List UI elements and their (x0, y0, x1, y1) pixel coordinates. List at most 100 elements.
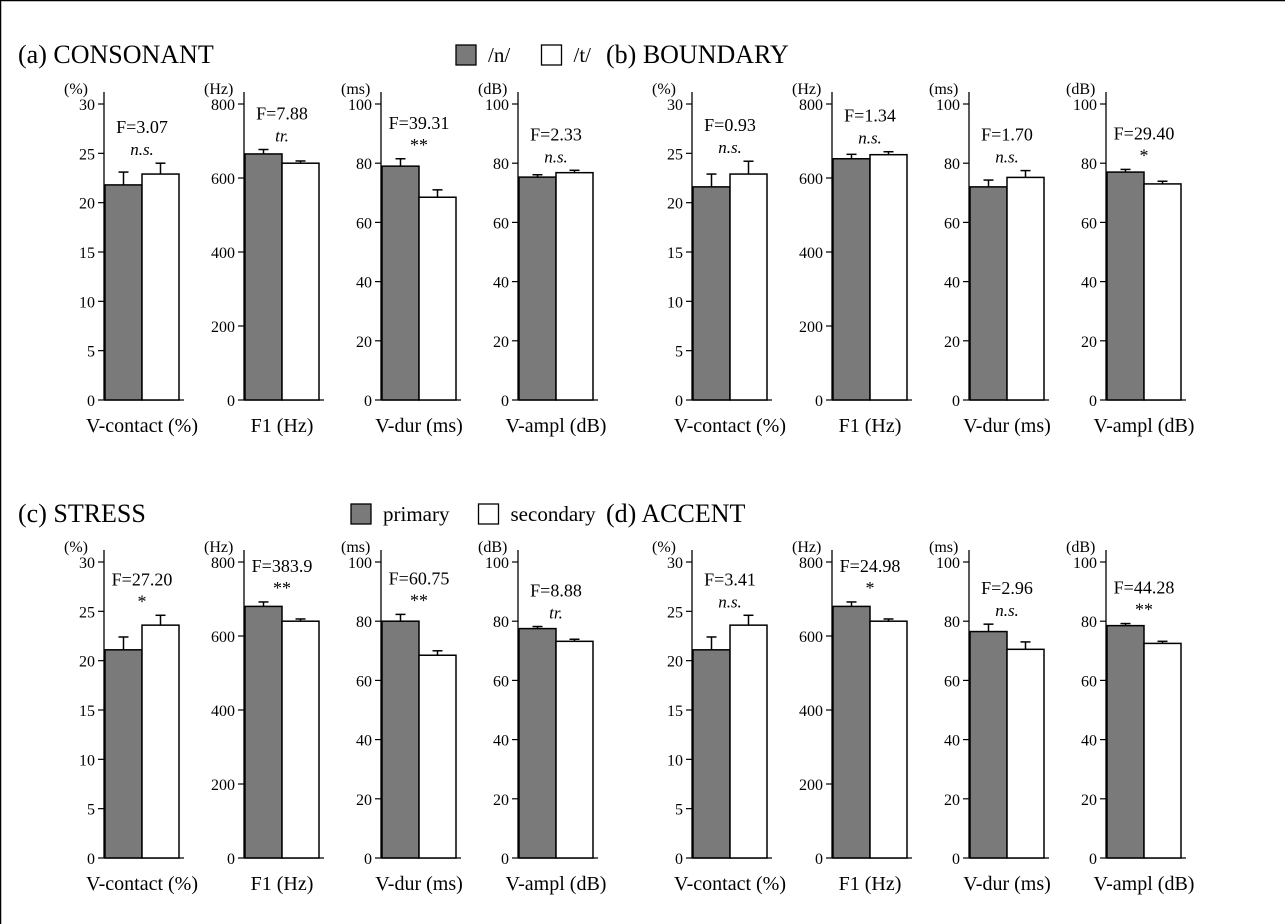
y-unit-label: (Hz) (792, 539, 821, 556)
stat-label: F=2.96 (981, 578, 1033, 598)
y-tick-label: 40 (944, 275, 960, 292)
bar-series-1 (692, 649, 731, 859)
y-unit-label: (Hz) (204, 81, 233, 98)
y-tick-label: 25 (667, 146, 683, 163)
y-tick-label: 800 (211, 97, 235, 114)
legend-label-2: secondary (511, 502, 597, 526)
y-tick-label: 0 (87, 851, 95, 868)
bar-series-2 (281, 162, 320, 401)
y-tick-label: 20 (356, 792, 372, 809)
y-tick-label: 60 (356, 673, 372, 690)
bar-series-2 (1143, 183, 1182, 401)
stat-label: F=24.98 (840, 556, 901, 576)
sig-label: n.s. (995, 601, 1019, 620)
y-unit-label: (dB) (478, 81, 507, 98)
legend-swatch-2 (540, 44, 563, 66)
y-tick-label: 60 (493, 215, 509, 232)
bar-series-1 (244, 605, 283, 859)
x-axis-label: V-ampl (dB) (506, 415, 607, 437)
y-tick-label: 80 (493, 614, 509, 631)
panel-title: (d) ACCENT (606, 499, 746, 528)
stat-label: F=3.07 (116, 117, 168, 137)
panel-title: (a) CONSONANT (18, 40, 214, 69)
y-tick-label: 20 (493, 334, 509, 351)
y-tick-label: 800 (211, 555, 235, 572)
y-tick-label: 80 (944, 156, 960, 173)
bar-series-2 (1143, 642, 1182, 859)
y-tick-label: 15 (667, 245, 683, 262)
bar-series-1 (969, 630, 1008, 859)
sig-label: * (1140, 145, 1149, 165)
y-tick-label: 15 (79, 245, 95, 262)
x-axis-label: F1 (Hz) (251, 415, 314, 437)
bar-series-2 (1006, 648, 1045, 859)
bar-series-2 (141, 173, 180, 401)
sig-label: tr. (275, 127, 289, 146)
y-tick-label: 60 (944, 215, 960, 232)
x-axis-label: V-ampl (dB) (1094, 415, 1195, 437)
y-tick-label: 0 (952, 851, 960, 868)
y-tick-label: 40 (356, 733, 372, 750)
y-tick-label: 25 (79, 604, 95, 621)
y-tick-label: 20 (667, 654, 683, 671)
y-tick-label: 80 (1081, 156, 1097, 173)
y-tick-label: 25 (79, 146, 95, 163)
panel-title: (b) BOUNDARY (606, 40, 789, 69)
sig-label: ** (410, 135, 428, 155)
y-tick-label: 400 (799, 245, 823, 262)
y-unit-label: (dB) (478, 539, 507, 556)
bar-series-2 (418, 654, 457, 859)
y-tick-label: 0 (364, 393, 372, 410)
bar-series-2 (555, 171, 594, 401)
y-tick-label: 400 (211, 703, 235, 720)
stat-label: F=39.31 (389, 113, 450, 133)
bar-series-2 (729, 624, 768, 859)
bar-series-2 (869, 620, 908, 859)
bar-series-2 (418, 196, 457, 401)
sig-label: n.s. (130, 140, 154, 159)
sig-label: n.s. (718, 138, 742, 157)
y-tick-label: 60 (493, 673, 509, 690)
legend-swatch-2 (477, 503, 500, 525)
stat-label: F=3.41 (704, 569, 756, 589)
y-tick-label: 600 (799, 629, 823, 646)
bar-series-1 (518, 176, 557, 401)
y-tick-label: 40 (944, 733, 960, 750)
bar-series-1 (969, 186, 1008, 401)
y-tick-label: 0 (815, 851, 823, 868)
y-tick-label: 10 (79, 752, 95, 769)
x-axis-label: V-dur (ms) (375, 873, 463, 895)
y-tick-label: 100 (348, 97, 372, 114)
panel-title: (c) STRESS (18, 499, 146, 528)
y-tick-label: 20 (1081, 334, 1097, 351)
y-unit-label: (dB) (1066, 81, 1095, 98)
x-axis-label: V-contact (%) (86, 873, 198, 895)
legend-swatch-1 (455, 44, 477, 66)
y-tick-label: 100 (936, 97, 960, 114)
x-axis-label: F1 (Hz) (839, 415, 902, 437)
y-tick-label: 600 (211, 171, 235, 188)
bar-series-1 (832, 158, 871, 401)
y-tick-label: 40 (493, 275, 509, 292)
y-tick-label: 80 (356, 156, 372, 173)
y-tick-label: 15 (667, 703, 683, 720)
sig-label: n.s. (995, 148, 1019, 167)
y-unit-label: (ms) (341, 539, 370, 556)
y-tick-label: 100 (936, 555, 960, 572)
sig-label: ** (273, 578, 291, 598)
y-tick-label: 0 (675, 851, 683, 868)
legend-label-1: primary (383, 502, 450, 526)
y-tick-label: 20 (1081, 792, 1097, 809)
y-tick-label: 80 (944, 614, 960, 631)
y-unit-label: (Hz) (204, 539, 233, 556)
y-tick-label: 20 (944, 334, 960, 351)
y-tick-label: 100 (1073, 97, 1097, 114)
stat-label: F=383.9 (252, 556, 313, 576)
y-tick-label: 100 (348, 555, 372, 572)
y-tick-label: 40 (1081, 733, 1097, 750)
y-unit-label: (ms) (929, 81, 958, 98)
bar-series-1 (1106, 624, 1145, 859)
y-tick-label: 0 (1089, 393, 1097, 410)
y-unit-label: (%) (64, 539, 88, 556)
